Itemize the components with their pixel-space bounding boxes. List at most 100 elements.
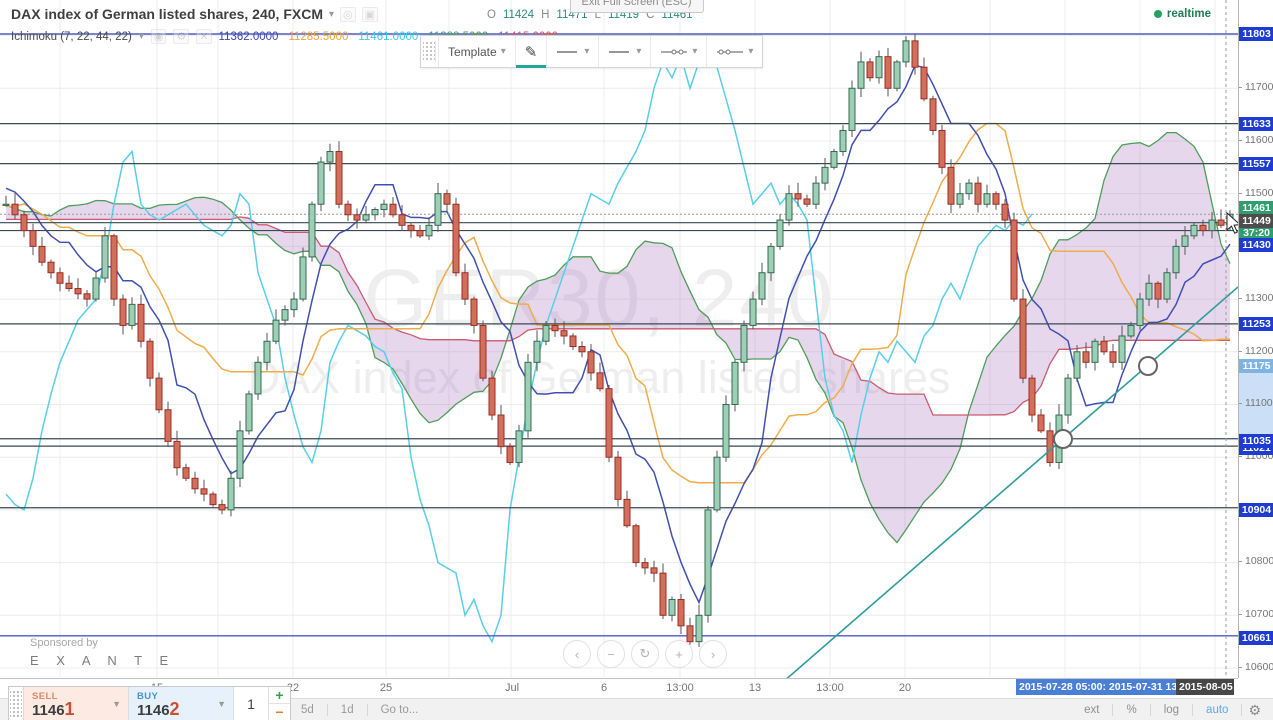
price-badge: 11430 (1239, 238, 1273, 252)
nav-zoom-in-button[interactable]: + (665, 640, 693, 668)
exante-logo: E X A N T E (30, 653, 176, 668)
sell-price-last-digit: 1 (64, 699, 75, 719)
price-badge: 10661 (1239, 631, 1273, 645)
price-badge: 11175 (1239, 359, 1273, 373)
price-badge: 11035 (1239, 434, 1273, 448)
price-tick-label: 11600 (1239, 134, 1273, 146)
scale-toggle-ext[interactable]: ext (1084, 704, 1100, 716)
quantity-field[interactable]: 1 (233, 687, 268, 720)
ohlc-label: O (487, 9, 496, 21)
price-tick-label: 11700 (1239, 81, 1273, 93)
chevron-down-icon[interactable]: ▼ (217, 698, 226, 709)
sell-button[interactable]: SELL 11461 ▼ (23, 687, 128, 720)
quantity-stepper: + − (268, 687, 290, 720)
nav-scroll-left-button[interactable]: ‹ (563, 640, 591, 668)
indicator-value: 11285.5000 (288, 30, 349, 43)
range-buttons: 5d 1d Go to... (288, 699, 431, 720)
decrease-quantity-button[interactable]: − (275, 704, 284, 720)
price-tick-label: 11500 (1239, 187, 1273, 199)
symbol-title[interactable]: DAX index of German listed shares, 240, … (11, 6, 323, 22)
buy-price: 1146 (137, 702, 170, 719)
chevron-down-icon[interactable]: ▾ (138, 31, 144, 42)
properties-icon[interactable]: ▣ (361, 6, 379, 22)
segment-tool-button[interactable]: ▾ (706, 36, 762, 67)
nav-reset-button[interactable]: ↻ (631, 640, 659, 668)
nav-scroll-right-button[interactable]: › (699, 640, 727, 668)
scale-toggle-log[interactable]: log (1163, 704, 1180, 716)
price-tick-label: 11200 (1239, 345, 1273, 357)
indicator-legend: Ichimoku (7, 22, 44, 22) ▾ ◉ ⚙ ✕ 11362.0… (11, 29, 568, 44)
nav-zoom-out-button[interactable]: − (597, 640, 625, 668)
chevron-down-icon: ▾ (692, 46, 698, 57)
realtime-label: realtime (1166, 8, 1211, 20)
toolbar-drag-handle[interactable] (423, 41, 436, 62)
close-icon[interactable]: ✕ (196, 29, 212, 44)
sell-label: SELL (32, 691, 58, 702)
ohlc-label: L (594, 9, 601, 21)
price-badge: 10904 (1239, 503, 1273, 517)
range-button-Goto[interactable]: Go to... (380, 704, 419, 716)
range-button-1d[interactable]: 1d (340, 704, 354, 716)
time-tick-label: 13:00 (666, 682, 694, 694)
order-panel: SELL 11461 ▼ BUY 11462 ▼ 1 + − (8, 686, 291, 720)
dots-line-icon (717, 49, 744, 54)
gear-icon[interactable]: ⚙ (1248, 701, 1261, 718)
price-badge: 11449 (1239, 214, 1273, 228)
buy-label: BUY (137, 691, 159, 702)
chevron-down-icon: ▾ (500, 46, 506, 57)
separator (1149, 704, 1151, 716)
buy-button[interactable]: BUY 11462 ▼ (128, 687, 233, 720)
chevron-down-icon[interactable]: ▼ (112, 698, 121, 709)
separator (1112, 704, 1114, 716)
separator (366, 704, 368, 716)
scale-toggle-auto[interactable]: auto (1206, 704, 1229, 716)
separator (1192, 704, 1194, 716)
price-tick-label: 11300 (1239, 292, 1273, 304)
line-icon (557, 50, 578, 53)
chart-area[interactable]: GER30, 240 DAX index of German listed sh… (0, 0, 1238, 678)
increase-quantity-button[interactable]: + (269, 687, 290, 704)
sponsor-label: Sponsored by (30, 637, 98, 649)
trend-line-tool-button[interactable]: ▾ (546, 36, 598, 67)
time-tick-label: Jul (504, 682, 520, 694)
sell-price: 1146 (32, 702, 65, 719)
price-badge: 11557 (1239, 157, 1273, 171)
price-chart[interactable] (0, 0, 1238, 678)
price-badge: 11461 (1239, 201, 1273, 215)
order-panel-drag-handle[interactable] (10, 690, 22, 717)
template-label: Template (448, 44, 497, 59)
ray-tool-button[interactable]: ▾ (650, 36, 706, 67)
bottom-toolbar: 5d 1d Go to... ext% log auto ⚙ (0, 698, 1273, 720)
eye-icon[interactable]: ◉ (150, 29, 167, 44)
snapshot-icon[interactable]: ◎ (340, 6, 356, 22)
chevron-down-icon[interactable]: ▾ (329, 8, 335, 20)
price-tick-label: 10800 (1239, 555, 1273, 567)
realtime-status: realtime (1153, 8, 1211, 20)
exit-fullscreen-button[interactable]: Exit Full Screen (ESC) (569, 0, 704, 13)
template-dropdown[interactable]: Template ▾ (438, 36, 515, 67)
chevron-down-icon: ▾ (584, 46, 590, 57)
horizontal-line-tool-button[interactable]: ▾ (598, 36, 650, 67)
time-tick-label: 13 (748, 682, 762, 694)
time-tick-label: 13:00 (816, 682, 844, 694)
buy-price-last-digit: 2 (169, 699, 180, 719)
symbol-header: DAX index of German listed shares, 240, … (11, 6, 379, 22)
time-tick-label: 6 (600, 682, 608, 694)
price-tick-label: 10700 (1239, 608, 1273, 620)
pencil-tool-button[interactable]: ✎ (514, 36, 547, 68)
price-axis[interactable]: 11700 11600 11500 11300 11200 11100 11000 10800… (1238, 0, 1273, 678)
ohlc-label: H (541, 9, 550, 21)
realtime-dot-icon (1153, 10, 1162, 18)
scale-toggle-[interactable]: % (1126, 704, 1137, 716)
time-tick-label: 25 (379, 682, 393, 694)
indicator-name[interactable]: Ichimoku (7, 22, 44, 22) (11, 30, 132, 43)
gear-icon[interactable]: ⚙ (173, 29, 190, 44)
chevron-down-icon: ▾ (748, 46, 754, 57)
separator (326, 704, 328, 716)
price-tick-label: 10600 (1239, 661, 1273, 673)
indicator-value: 11461.0000 (358, 30, 419, 43)
range-button-5d[interactable]: 5d (301, 704, 314, 716)
price-badge: 11803 (1239, 27, 1273, 41)
crosshair-date-badge: 2015-08-05 (1176, 679, 1234, 695)
